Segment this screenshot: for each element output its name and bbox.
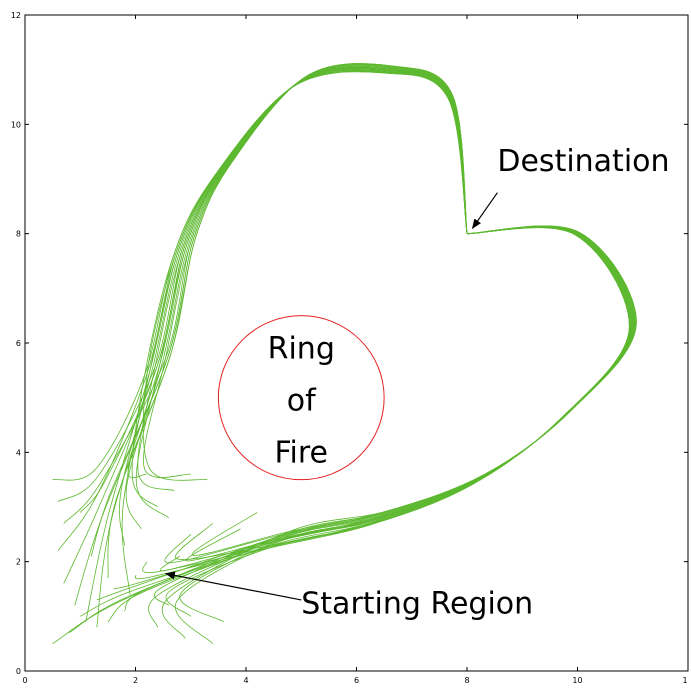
upper-trajectory (142, 70, 468, 481)
lower-trajectory (68, 226, 634, 634)
upper-trajectory (90, 63, 468, 557)
lower-trajectory (165, 227, 630, 617)
lower-trajectory (80, 227, 631, 617)
x-tick-label: 0 (22, 676, 27, 685)
upper-trajectory (107, 63, 468, 579)
upper-trajectory (52, 71, 468, 481)
annotation-label: Destination (497, 144, 669, 179)
upper-trajectory (57, 68, 468, 502)
lower-trajectory (142, 227, 631, 574)
y-tick-label: 2 (16, 558, 21, 567)
upper-trajectory (57, 70, 468, 551)
ring-of-fire-label: of (287, 383, 317, 418)
upper-trajectory (79, 67, 468, 513)
annotations: Destination Starting Region (164, 144, 670, 622)
upper-trajectory (118, 68, 468, 546)
x-tick-label: 4 (243, 676, 248, 685)
lower-trajectory (191, 225, 637, 556)
lower-trajectory (174, 226, 632, 644)
y-tick-label: 4 (16, 448, 21, 457)
trajectory-lines (52, 63, 637, 645)
lower-trajectory (161, 225, 637, 639)
x-tick-label: 1 (682, 676, 687, 685)
ring-of-fire-circle (217, 315, 385, 481)
y-tick-label: 12 (11, 11, 21, 20)
lower-trajectory (179, 226, 633, 623)
y-tick-label: 10 (11, 120, 21, 129)
lower-trajectory (124, 225, 636, 612)
plot-frame (24, 14, 689, 672)
upper-trajectory (143, 64, 468, 478)
upper-trajectory (137, 68, 468, 491)
y-tick-label: 6 (16, 339, 21, 348)
upper-trajectory (131, 71, 468, 508)
upper-trajectory (135, 66, 468, 519)
lower-trajectory (113, 226, 633, 590)
annotation: Destination (471, 144, 670, 230)
y-tick-label: 0 (16, 667, 21, 676)
x-tick-label: 2 (133, 676, 138, 685)
lower-trajectory (185, 226, 634, 562)
upper-trajectory (127, 63, 468, 479)
ring-of-fire-label: Fire (274, 435, 328, 470)
x-tick-label: 10 (572, 676, 582, 685)
lower-trajectory (107, 226, 632, 623)
annotation-label: Starting Region (301, 587, 533, 622)
annotation: Starting Region (164, 571, 533, 622)
x-tick-label: 6 (354, 676, 359, 685)
upper-trajectory (121, 69, 468, 595)
ring-of-fire-obstacle: Ring of Fire (217, 315, 385, 481)
y-tick-label: 8 (16, 230, 21, 239)
upper-trajectory (63, 64, 468, 524)
annotation-arrow (471, 192, 498, 230)
lower-trajectory (174, 226, 632, 560)
lower-trajectory (148, 226, 634, 628)
annotation-arrow (164, 571, 302, 601)
x-tick-label: 8 (464, 676, 469, 685)
lower-trajectory (159, 226, 634, 572)
ring-of-fire-label: Ring (268, 331, 335, 366)
